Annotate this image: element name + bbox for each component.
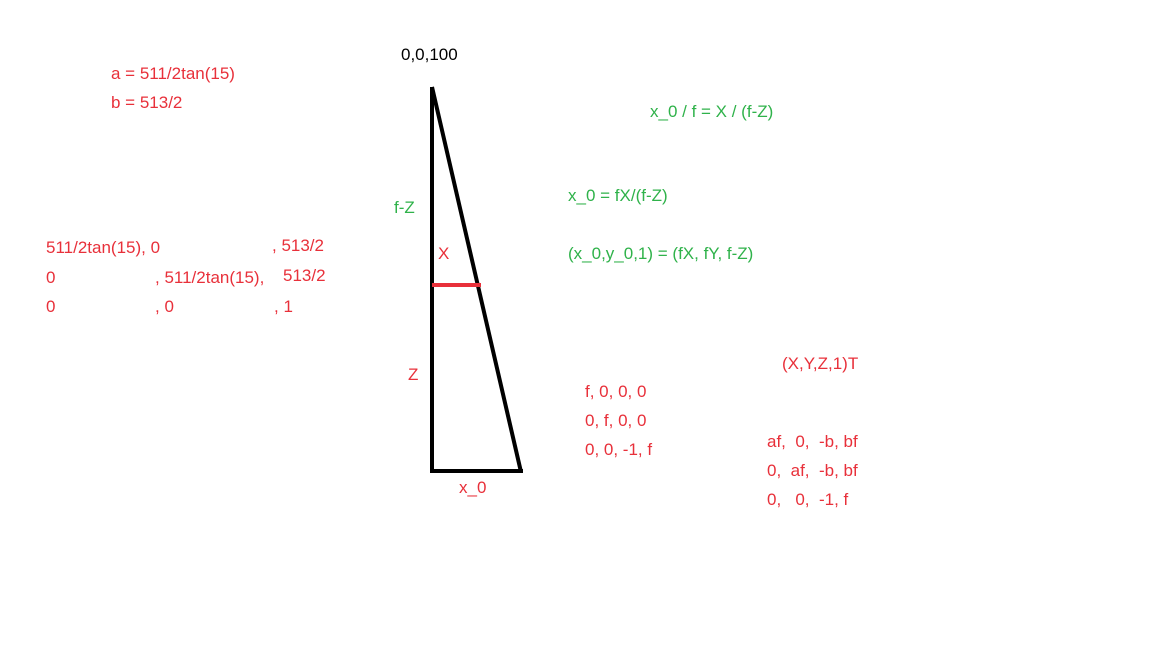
- intrinsic-r3c2: , 0: [155, 297, 174, 316]
- projection-row-2: 0, f, 0, 0: [585, 411, 647, 430]
- intrinsic-r1c3: , 513/2: [272, 236, 324, 255]
- label-x0: x_0: [459, 478, 487, 497]
- intrinsic-r2c3: 513/2: [283, 266, 326, 285]
- label-z: Z: [408, 365, 419, 384]
- hypotenuse-edge: [430, 86, 523, 473]
- intrinsic-r3c1: 0: [46, 297, 56, 316]
- projection-row-1: f, 0, 0, 0: [585, 382, 647, 401]
- homogeneous-vector-label: (X,Y,Z,1)T: [782, 354, 859, 373]
- equation-x0: x_0 = fX/(f-Z): [568, 186, 668, 205]
- result-row-2: 0, af, -b, bf: [767, 461, 858, 480]
- equation-ratio: x_0 / f = X / (f-Z): [650, 102, 774, 121]
- label-f-minus-z: f-Z: [394, 198, 415, 217]
- equation-homogeneous: (x_0,y_0,1) = (fX, fY, f-Z): [568, 244, 754, 263]
- intrinsic-r3c3: , 1: [274, 297, 293, 316]
- apex-coordinate-label: 0,0,100: [401, 45, 458, 64]
- intrinsic-r1c1: 511/2tan(15), 0: [46, 238, 161, 257]
- label-x: X: [438, 244, 450, 263]
- projection-row-3: 0, 0, -1, f: [585, 440, 653, 459]
- param-b-definition: b = 513/2: [111, 93, 183, 112]
- result-row-3: 0, 0, -1, f: [767, 490, 849, 509]
- param-a-definition: a = 511/2tan(15): [111, 64, 235, 83]
- intrinsic-r2c1: 0: [46, 268, 56, 287]
- intrinsic-r2c2: , 511/2tan(15),: [155, 268, 265, 287]
- result-row-1: af, 0, -b, bf: [767, 432, 858, 451]
